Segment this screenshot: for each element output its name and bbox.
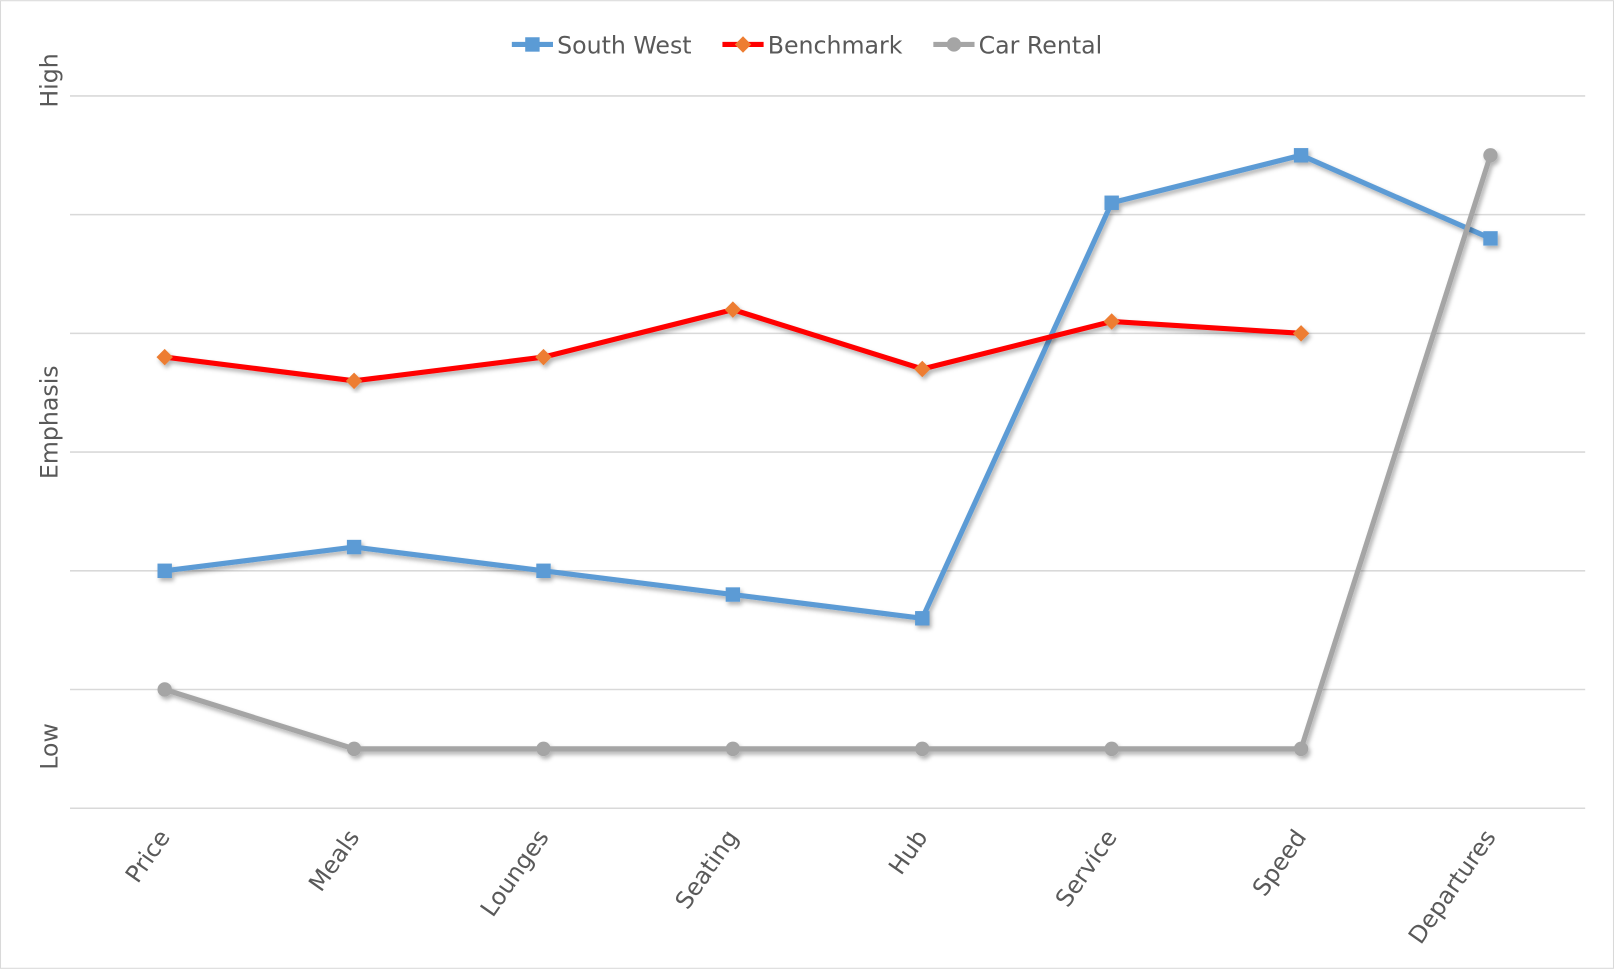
marker (1104, 195, 1119, 210)
marker (156, 348, 173, 366)
line (163, 154, 1493, 752)
legend-marker (734, 36, 752, 53)
marker (346, 741, 362, 757)
marker (157, 682, 172, 697)
marker (536, 741, 551, 757)
marker (1483, 148, 1498, 163)
marker (346, 539, 362, 555)
y-axis-label: Emphasis (36, 365, 64, 479)
marker (915, 611, 930, 626)
legend-label: South West (557, 32, 691, 60)
legend-marker (946, 37, 962, 52)
marker (157, 563, 172, 578)
marker (345, 372, 363, 390)
legend: South West Benchmark Car Rental (511, 32, 1103, 60)
legend-marker (525, 37, 540, 52)
plot (156, 148, 1498, 757)
marker (1293, 148, 1309, 163)
marker (536, 563, 551, 578)
marker (915, 741, 930, 757)
series (157, 148, 1498, 757)
line (164, 152, 1492, 621)
marker (725, 741, 741, 757)
marker (1483, 231, 1498, 246)
marker (1104, 741, 1119, 757)
y-axis-label: High (36, 53, 64, 107)
series (157, 148, 1498, 626)
marker (725, 587, 741, 602)
marker (1293, 741, 1309, 757)
legend-label: Benchmark (768, 32, 903, 60)
legend-label: Car Rental (979, 32, 1103, 60)
y-axis-label: Low (36, 723, 64, 770)
grid (69, 95, 1586, 809)
